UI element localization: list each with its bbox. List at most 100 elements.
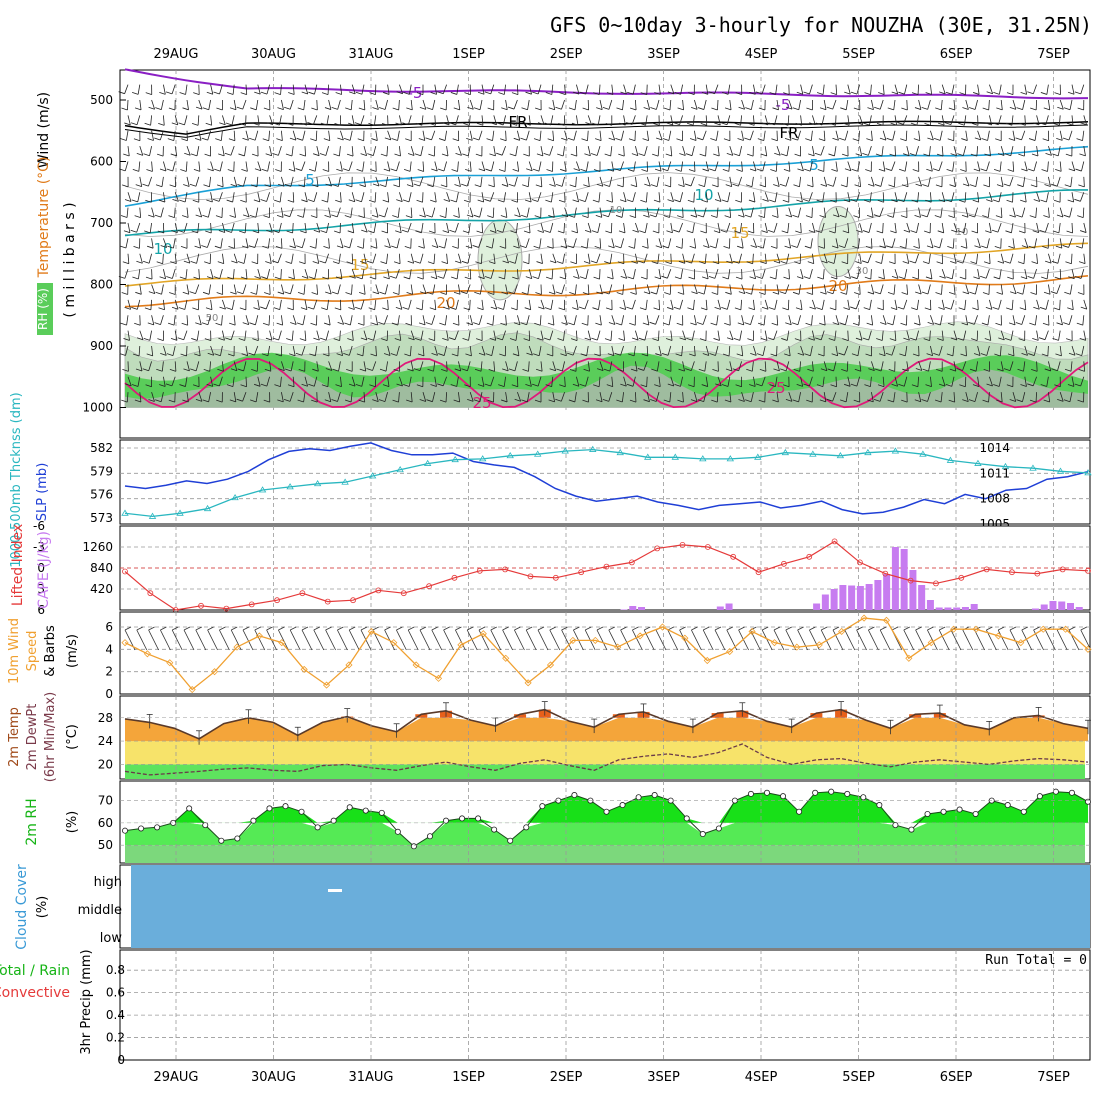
wind-barb xyxy=(540,115,545,125)
wind-barb xyxy=(668,130,672,141)
wind-barb-flag xyxy=(1029,215,1036,218)
wind-barb xyxy=(292,345,296,356)
wind-barb-flag xyxy=(157,338,164,342)
wind-barb xyxy=(386,146,388,157)
wind-barb-flag xyxy=(570,153,577,157)
wind-barb-flag xyxy=(664,184,671,188)
wind-barb-flag xyxy=(596,107,603,110)
wind10-barb xyxy=(1056,629,1068,651)
wind-barb-flag xyxy=(891,383,898,387)
wind-barb xyxy=(797,130,801,141)
wind-barb-flag xyxy=(227,353,235,357)
wind-barb xyxy=(584,299,589,310)
wind10-barb xyxy=(750,629,761,651)
wind-barb-flag xyxy=(285,153,293,157)
wind-barb xyxy=(800,299,803,310)
wind10-point xyxy=(726,648,734,656)
wind-barb-flag xyxy=(427,184,434,188)
wind-barb xyxy=(623,299,627,310)
wind10-point xyxy=(770,639,779,647)
wind-barb-flag xyxy=(973,353,981,356)
wind-barb-flag xyxy=(724,399,732,403)
ylabel-temp: Temperature (°C) xyxy=(36,157,52,279)
wind-barb-flag xyxy=(1066,122,1074,126)
wind-barb-flag xyxy=(143,337,150,341)
wind-barb xyxy=(975,361,978,372)
wind-barb-flag xyxy=(534,399,542,403)
wind-barb-flag xyxy=(133,245,140,249)
wind-barb-flag xyxy=(484,91,491,95)
wind-barb-flag xyxy=(698,291,705,295)
wind-barb-flag xyxy=(476,338,483,342)
wind10-point xyxy=(457,641,465,649)
wind-barb xyxy=(859,361,862,372)
wind-barb xyxy=(422,99,427,110)
wind-barb-flag xyxy=(320,230,327,234)
wind-barb xyxy=(268,315,270,326)
wind-barb-flag xyxy=(950,337,957,341)
wind-barb-flag xyxy=(735,276,743,280)
wind10-barb-flag xyxy=(939,626,946,631)
wind-barb-flag xyxy=(394,153,401,157)
wind-barb-flag xyxy=(392,107,399,111)
wind-barb xyxy=(242,391,247,402)
wind-barb xyxy=(856,376,860,387)
wind-barb-flag xyxy=(366,260,374,264)
wind-barb-flag xyxy=(710,322,717,326)
wind-barb-flag xyxy=(736,353,743,357)
wind-barb-flag xyxy=(368,199,376,203)
rh-point xyxy=(844,790,851,797)
top-date-7SEP: 7SEP xyxy=(1037,47,1070,62)
wind-barb xyxy=(573,130,577,141)
wind-barb-flag xyxy=(555,291,562,295)
wind-barb xyxy=(633,269,636,279)
wind10-barb-flag xyxy=(797,626,804,631)
wind-barb xyxy=(953,253,957,264)
cape-tick-1260: 1260 xyxy=(82,540,113,554)
wind-barb xyxy=(1048,392,1051,403)
wind-barb xyxy=(669,99,672,110)
wind-barb-flag xyxy=(640,199,647,203)
wind-barb-flag xyxy=(429,122,436,126)
wind-barb xyxy=(363,176,366,187)
wind-barb xyxy=(989,115,992,126)
wind-barb xyxy=(775,161,778,172)
wind-barb xyxy=(410,392,413,403)
wind-barb-flag xyxy=(489,153,496,157)
wind-barb xyxy=(691,253,695,264)
wind-barb-flag xyxy=(888,184,895,188)
wind-barb-flag xyxy=(416,307,423,311)
wind-barb-flag xyxy=(985,230,992,234)
wind-barb-flag xyxy=(413,183,420,187)
wind10-barb-flag xyxy=(986,626,993,631)
cape-bar xyxy=(944,607,952,610)
wind-barb xyxy=(658,130,663,141)
wind-barb-flag xyxy=(215,215,223,218)
label-25-b: 25 xyxy=(766,379,785,397)
wind-barb-flag xyxy=(1030,184,1038,188)
wind-barb-flag xyxy=(770,169,777,172)
wind-barb-flag xyxy=(437,383,444,387)
wind-barb xyxy=(750,315,754,325)
dewpt-line xyxy=(124,743,1089,776)
wind-barb-flag xyxy=(500,215,507,218)
wind-barb xyxy=(301,238,306,248)
wind-barb xyxy=(469,207,474,218)
wind-barb-flag xyxy=(968,322,975,325)
temp-area-mid xyxy=(125,717,1088,742)
wind-barb xyxy=(670,253,672,264)
wind-barb-flag xyxy=(962,183,970,187)
wind-barb xyxy=(974,99,978,110)
wind-barb-flag xyxy=(874,291,881,295)
wind-barb-flag xyxy=(688,92,695,96)
wind-barb-flag xyxy=(957,153,964,157)
wind-barb-flag xyxy=(921,291,929,295)
wind-barb-flag xyxy=(497,199,505,203)
wind-barb xyxy=(373,222,377,233)
wind-barb xyxy=(327,192,329,203)
wind-barb xyxy=(1012,392,1017,402)
wind-barb-flag xyxy=(687,122,694,126)
wind-barb xyxy=(1082,207,1085,218)
wind10-barb-flag xyxy=(1068,626,1076,631)
wind-barb-flag xyxy=(1019,307,1026,311)
